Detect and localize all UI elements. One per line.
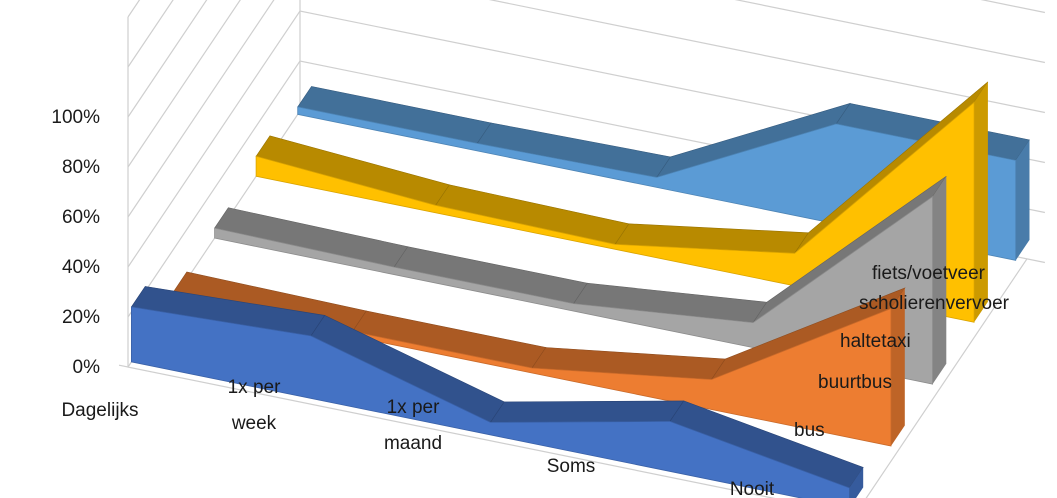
gridlines — [118, 0, 1046, 498]
x-tick-label: Soms — [547, 456, 596, 477]
series-axis-label: fiets/voetveer — [872, 263, 986, 284]
area-front — [130, 306, 850, 498]
ribbon-top — [489, 400, 685, 423]
area-end-cap — [1015, 139, 1030, 261]
y-tick-label: 40% — [62, 257, 100, 278]
y-tick-label: 80% — [62, 157, 100, 178]
gridline — [127, 0, 1046, 218]
series-axis-label: buurtbus — [818, 372, 892, 393]
area-end-cap — [974, 81, 988, 323]
gridline — [127, 0, 1046, 118]
gridline — [127, 0, 141, 18]
gridline — [127, 0, 1046, 168]
area-front — [214, 195, 933, 385]
area-front — [255, 101, 975, 323]
series-axis-label: scholierenvervoer — [859, 293, 1010, 314]
x-axis-ticks: Dagelijks 1x per week 1x per maand Soms Nooit — [61, 377, 774, 498]
area-end-cap — [849, 467, 864, 498]
y-tick-label: 20% — [62, 307, 100, 328]
series-axis-label: haltetaxi — [840, 331, 911, 352]
floor-edge — [118, 258, 1028, 498]
y-tick-label: 60% — [62, 207, 100, 228]
series-axis-label: bus — [794, 420, 825, 441]
series-areas — [130, 81, 1030, 498]
gridline — [127, 0, 174, 68]
y-tick-label: 100% — [51, 107, 100, 128]
y-axis-ticks: 0% 20% 40% 60% 80% 100% — [51, 107, 100, 378]
series-scholierenvervoer — [255, 81, 989, 323]
area-end-cap — [891, 288, 905, 446]
x-tick-label: Dagelijks — [61, 400, 138, 421]
x-tick-label: Nooit — [730, 479, 775, 498]
series-axis-ticks: bus buurtbus haltetaxi scholierenvervoer fie… — [794, 263, 1010, 441]
x-tick-label: 1x per week — [228, 377, 281, 434]
x-tick-label: 1x per maand — [384, 397, 442, 454]
y-tick-label: 0% — [73, 357, 101, 378]
area-end-cap — [932, 176, 947, 385]
series-haltetaxi — [214, 175, 947, 385]
series-bus — [130, 286, 864, 498]
